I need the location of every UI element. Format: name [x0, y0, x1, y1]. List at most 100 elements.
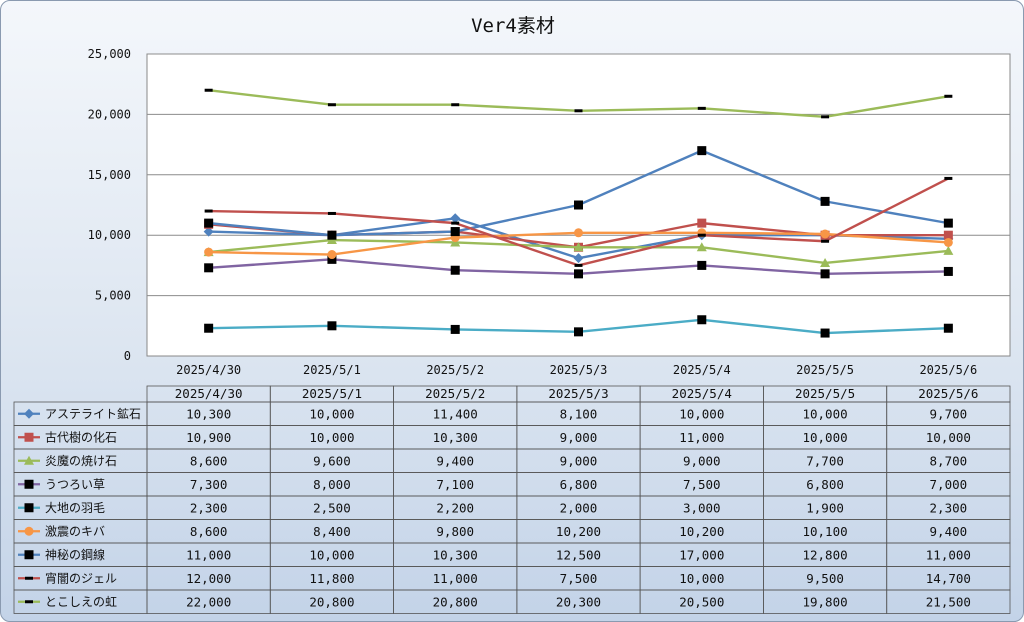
- legend-label: とこしえの虹: [45, 595, 117, 609]
- data-point-dash: [944, 94, 953, 98]
- table-cell-value: 10,000: [309, 430, 354, 445]
- table-cell-value: 10,100: [802, 524, 847, 539]
- table-cell: [886, 589, 1011, 614]
- table-header-label: 2025/5/5: [795, 386, 855, 401]
- table-cell-value: 20,500: [679, 594, 724, 609]
- table-cell-value: 11,000: [433, 571, 478, 586]
- table-cell-value: 10,000: [309, 547, 354, 562]
- table-cell-value: 11,800: [309, 571, 354, 586]
- data-point-square: [943, 230, 953, 240]
- table-header-label: 2025/5/3: [548, 386, 608, 401]
- table-cell-value: 7,000: [930, 477, 968, 492]
- data-point-circle: [327, 250, 337, 260]
- data-point-square: [697, 315, 707, 325]
- legend-label: 大地の羽毛: [45, 501, 105, 515]
- table-cell-value: 7,300: [190, 477, 228, 492]
- data-point-square: [204, 263, 214, 273]
- data-point-square: [24, 550, 34, 560]
- table-cell-value: 8,400: [313, 524, 351, 539]
- data-point-dash: [327, 103, 336, 107]
- table-cell-value: 10,300: [433, 430, 478, 445]
- data-point-dash: [944, 176, 953, 180]
- x-tick-label: 2025/4/30: [176, 363, 241, 377]
- table-cell-value: 6,800: [806, 477, 844, 492]
- data-point-dash: [204, 88, 213, 92]
- table-cell-value: 9,600: [313, 453, 351, 468]
- data-point-square: [697, 260, 707, 270]
- x-tick-label: 2025/5/1: [303, 363, 361, 377]
- legend-label: 激震のキバ: [45, 524, 105, 538]
- legend-label: アステライト鉱石: [45, 406, 141, 421]
- data-point-dash: [697, 106, 706, 110]
- legend-label: 古代樹の化石: [45, 429, 117, 444]
- table-cell-value: 10,000: [802, 430, 847, 445]
- data-point-dash: [451, 103, 460, 107]
- y-tick-label: 10,000: [88, 228, 131, 242]
- data-point-triangle: [573, 242, 584, 252]
- data-point-dash: [25, 600, 33, 604]
- series-7: [204, 146, 953, 240]
- data-point-square: [697, 218, 707, 228]
- data-point-square: [450, 227, 460, 237]
- y-tick-label: 25,000: [88, 47, 131, 61]
- data-point-square: [574, 269, 583, 279]
- data-point-triangle: [943, 245, 954, 255]
- table-cell-value: 10,000: [679, 571, 724, 586]
- data-point-dash: [574, 109, 583, 113]
- table-cell-value: 8,100: [560, 406, 598, 421]
- table-cell-value: 8,700: [930, 453, 968, 468]
- table-cell-value: 10,200: [556, 524, 601, 539]
- table-cell-value: 2,300: [190, 500, 228, 515]
- table-cell-value: 1,900: [806, 500, 844, 515]
- legend-label: 炎魔の焼け石: [45, 453, 117, 468]
- data-point-dash: [697, 233, 706, 237]
- series-8: [204, 176, 953, 267]
- table-cell-value: 8,600: [190, 453, 228, 468]
- table-cell-value: 11,000: [679, 430, 724, 445]
- table-cell-value: 11,400: [433, 406, 478, 421]
- data-point-dash: [327, 211, 336, 215]
- x-tick-label: 2025/5/6: [919, 363, 977, 377]
- data-point-square: [450, 265, 460, 275]
- data-point-square: [327, 230, 337, 240]
- data-point-square: [820, 328, 830, 338]
- table-cell-value: 12,500: [556, 547, 601, 562]
- table-cell-value: 2,200: [436, 500, 474, 515]
- table-cell-value: 9,000: [560, 430, 598, 445]
- table-cell-value: 2,300: [930, 500, 968, 515]
- table-cell-value: 9,700: [930, 406, 968, 421]
- data-point-square: [204, 323, 214, 333]
- data-point-dash: [25, 576, 33, 580]
- table-cell-value: 10,000: [309, 406, 354, 421]
- data-point-diamond: [573, 253, 584, 264]
- table-header-label: 2025/5/4: [672, 386, 732, 401]
- data-point-square: [574, 200, 583, 210]
- x-tick-label: 2025/5/3: [550, 363, 608, 377]
- table-cell-value: 12,800: [802, 547, 847, 562]
- table-cell-value: 20,800: [433, 594, 478, 609]
- data-point-square: [327, 254, 337, 264]
- table-cell-value: 11,000: [186, 547, 231, 562]
- data-point-circle: [820, 229, 830, 239]
- table-cell-value: 10,000: [926, 430, 971, 445]
- table-cell-value: 9,400: [436, 453, 474, 468]
- data-point-diamond: [24, 408, 34, 419]
- table-cell-value: 21,500: [926, 594, 971, 609]
- table-cell-value: 10,300: [433, 547, 478, 562]
- series-5: [204, 315, 953, 338]
- x-tick-label: 2025/5/5: [796, 363, 854, 377]
- table-cell-value: 9,400: [930, 524, 968, 539]
- y-tick-label: 0: [124, 349, 131, 363]
- table-cell-value: 14,700: [926, 571, 971, 586]
- data-point-square: [450, 324, 460, 334]
- data-point-dash: [574, 263, 583, 267]
- table-cell-value: 8,600: [190, 524, 228, 539]
- table-cell-value: 22,000: [186, 594, 231, 609]
- y-tick-label: 20,000: [88, 107, 131, 121]
- table-cell-value: 9,000: [683, 453, 721, 468]
- table-cell-value: 20,800: [309, 594, 354, 609]
- table-cell-value: 7,100: [436, 477, 474, 492]
- data-point-square: [943, 218, 953, 228]
- table-cell-value: 2,000: [560, 500, 598, 515]
- table-cell-value: 7,500: [560, 571, 598, 586]
